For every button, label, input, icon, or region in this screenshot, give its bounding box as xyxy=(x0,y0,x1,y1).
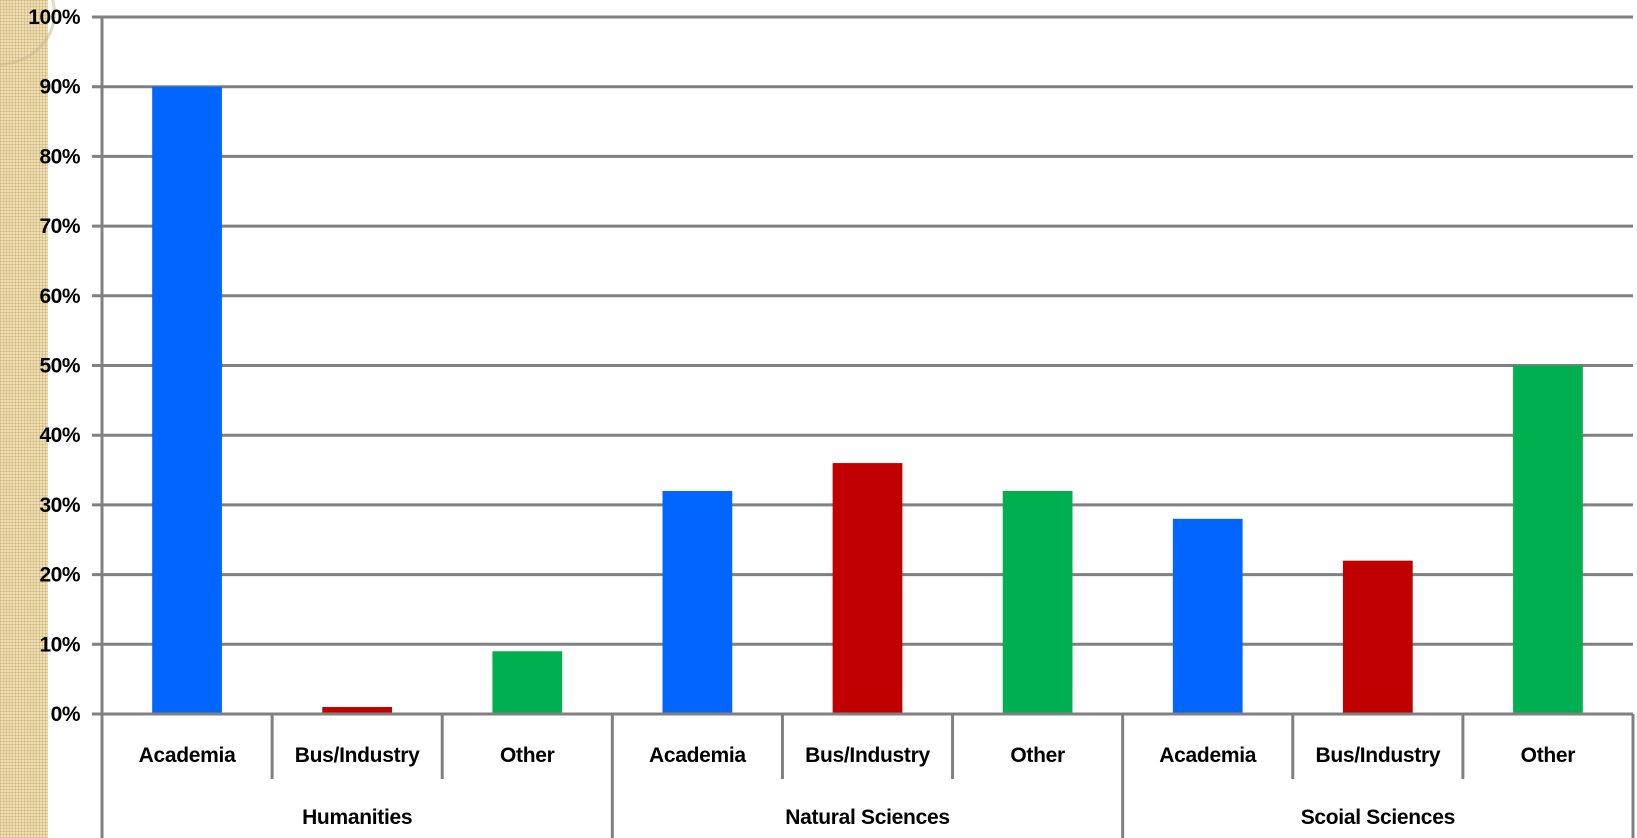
group-label: Natural Sciences xyxy=(785,806,949,829)
y-tick-label: 20% xyxy=(39,564,80,587)
bar-0-1 xyxy=(322,707,393,714)
decorative-side-strip xyxy=(0,0,48,838)
bar-2-2 xyxy=(1513,365,1583,714)
bar-2-1 xyxy=(1342,560,1413,714)
axes xyxy=(92,17,1635,838)
y-tick-label: 70% xyxy=(39,215,80,238)
category-label: Bus/Industry xyxy=(1315,744,1440,767)
bar-2-0 xyxy=(1172,518,1243,714)
y-tick-label: 80% xyxy=(39,145,80,168)
y-tick-label: 10% xyxy=(39,633,80,656)
category-label: Other xyxy=(1521,744,1576,767)
y-tick-label: 90% xyxy=(39,76,80,99)
category-label: Academia xyxy=(1159,744,1256,767)
bar-1-0 xyxy=(662,490,733,714)
y-tick-label: 0% xyxy=(51,703,81,726)
bars xyxy=(152,86,1583,714)
y-tick-label: 60% xyxy=(39,285,80,308)
gridlines xyxy=(92,15,1633,646)
category-label: Bus/Industry xyxy=(805,744,930,767)
category-label: Other xyxy=(500,744,555,767)
bar-0-2 xyxy=(492,651,563,714)
y-tick-label: 30% xyxy=(39,494,80,517)
group-label: Humanities xyxy=(302,806,412,829)
y-tick-label: 50% xyxy=(39,355,80,378)
category-label: Academia xyxy=(649,744,746,767)
labels: 0% 10% 20% 30% 40% 50% 60% 70% 80% 90% 100% Academi… xyxy=(28,6,1575,829)
category-label: Other xyxy=(1010,744,1065,767)
bar-1-2 xyxy=(1002,490,1073,714)
category-label: Bus/Industry xyxy=(295,744,420,767)
y-tick-label: 100% xyxy=(28,6,81,29)
bar-0-0 xyxy=(152,86,222,714)
group-label: Scoial Sciences xyxy=(1301,806,1455,829)
bar-1-1 xyxy=(832,463,903,714)
category-label: Academia xyxy=(139,744,236,767)
y-tick-label: 40% xyxy=(39,424,80,447)
